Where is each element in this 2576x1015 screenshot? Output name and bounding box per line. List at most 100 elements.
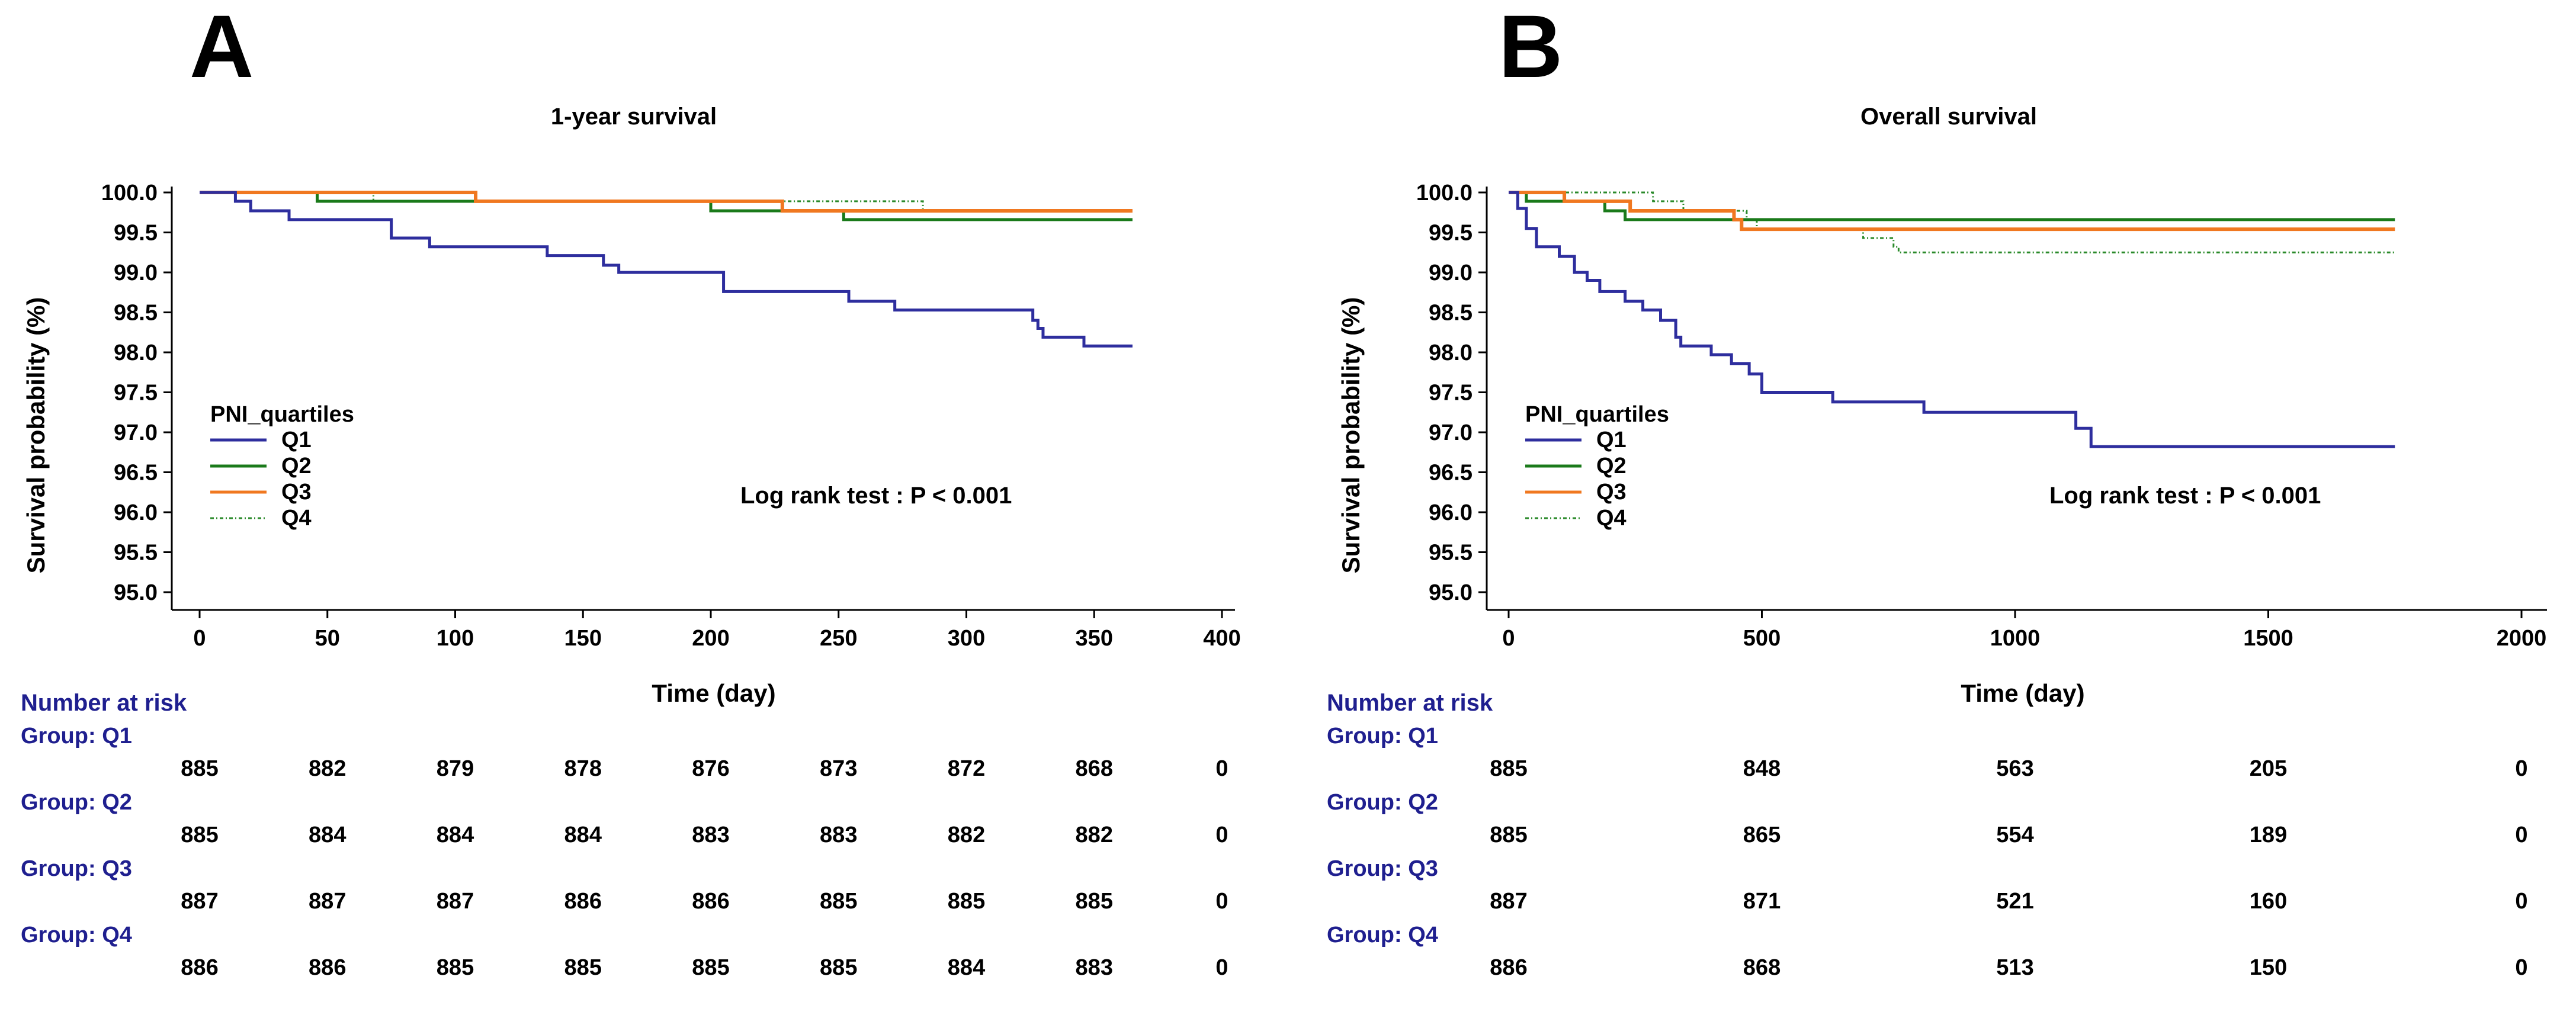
risk-value: 189 [2250,823,2287,847]
y-tick-label: 97.5 [114,381,158,406]
risk-value: 554 [1996,823,2033,847]
y-tick-label: 99.0 [114,261,158,285]
risk-group-label: Group: Q4 [1327,923,1438,947]
y-tick-label: 98.0 [114,341,158,365]
x-tick-label: 100 [437,626,474,651]
legend-label-q2: Q2 [1596,454,1627,478]
survival-curve-q1 [200,192,1133,346]
y-tick-label: 97.0 [1429,420,1473,445]
risk-table-rows-b: Group: Q1885 848 563 205 0Group: Q2885 865 554… [1327,724,2528,980]
survival-curves-a [200,192,1133,346]
risk-value: 886 [181,955,218,980]
risk-value: 882 [948,823,985,847]
risk-value: 882 [1076,823,1113,847]
legend-label-q3: Q3 [1596,480,1627,505]
risk-value: 885 [948,889,985,914]
x-tick-label: 2000 [2497,626,2547,651]
chart-title-a: 1-year survival [551,104,717,130]
risk-value: 563 [1996,756,2033,781]
y-tick-label: 100.0 [1416,181,1473,205]
legend-title-a: PNI_quartiles [210,402,354,427]
risk-value: 882 [309,756,346,781]
legend-label-q4: Q4 [1596,506,1627,531]
risk-value: 521 [1996,889,2033,914]
risk-value: 887 [1490,889,1527,914]
x-tick-label: 0 [193,626,206,651]
y-tick-label: 96.0 [114,500,158,525]
risk-value: 887 [309,889,346,914]
risk-table-header-a: Number at risk [21,690,187,716]
chart-title-b: Overall survival [1860,104,2037,130]
y-tick-label: 95.5 [1429,541,1473,566]
risk-value: 885 [820,955,857,980]
risk-group-label: Group: Q3 [21,856,132,881]
risk-value: 885 [1490,823,1527,847]
risk-value: 884 [948,955,985,980]
y-tick-label: 96.5 [114,461,158,486]
y-tick-label: 98.5 [114,301,158,326]
y-tick-label: 95.5 [114,541,158,566]
risk-value: 884 [309,823,346,847]
x-tick-label: 50 [315,626,340,651]
panel-a: A 1-year survival Survival probability (… [21,0,1241,980]
x-tick-label: 250 [820,626,857,651]
x-tick-label: 1500 [2243,626,2293,651]
risk-value: 887 [181,889,218,914]
legend-label-q3: Q3 [281,480,312,505]
y-tick-label: 97.0 [114,420,158,445]
x-tick-label: 300 [948,626,985,651]
y-tick-label: 99.0 [1429,261,1473,285]
y-tick-label: 98.5 [1429,301,1473,326]
y-tick-label: 99.5 [114,221,158,246]
risk-value: 886 [309,955,346,980]
risk-group-label: Group: Q2 [21,790,132,815]
x-tick-label: 400 [1203,626,1240,651]
y-tick-label: 96.0 [1429,500,1473,525]
risk-value: 878 [564,756,602,781]
risk-value: 868 [1743,955,1781,980]
risk-value: 872 [948,756,985,781]
risk-value: 883 [1076,955,1113,980]
risk-value: 883 [692,823,729,847]
y-axis-label-b: Survival probability (%) [1337,297,1365,574]
survival-curve-q2 [1509,192,2395,220]
x-tick-label: 500 [1743,626,1781,651]
risk-value: 887 [437,889,474,914]
risk-value: 876 [692,756,729,781]
survival-curve-q3 [1509,192,2395,229]
risk-value: 886 [1490,955,1527,980]
risk-group-label: Group: Q1 [21,724,132,749]
risk-value: 885 [692,955,729,980]
risk-value: 0 [2515,889,2527,914]
risk-value: 885 [181,756,218,781]
y-tick-label: 97.5 [1429,381,1473,406]
risk-value: 879 [437,756,474,781]
x-tick-label: 350 [1076,626,1113,651]
x-tick-label: 200 [692,626,729,651]
risk-value: 885 [437,955,474,980]
risk-table-a: Number at risk Group: Q1 885 882 879 878 876 8… [21,690,1228,980]
panel-letter-a: A [190,0,254,96]
legend-title-b: PNI_quartiles [1525,402,1669,427]
risk-value: 0 [1215,889,1228,914]
risk-value: 886 [692,889,729,914]
risk-value: 886 [564,889,602,914]
y-tick-label: 96.5 [1429,461,1473,486]
y-axis-label-a: Survival probability (%) [22,297,50,574]
risk-group-label: Group: Q4 [21,923,132,947]
risk-table-b: Number at risk Group: Q1885 848 563 205 0Gro… [1327,690,2528,980]
risk-value: 0 [2515,756,2527,781]
legend-label-q1: Q1 [281,428,312,452]
y-tick-label: 95.0 [1429,580,1473,605]
risk-value: 871 [1743,889,1781,914]
x-tick-label: 0 [1502,626,1515,651]
risk-value: 160 [2250,889,2287,914]
risk-table-header-b: Number at risk [1327,690,1493,716]
risk-group-label: Group: Q1 [1327,724,1438,749]
risk-value: 883 [820,823,857,847]
legend-label-q2: Q2 [281,454,312,478]
risk-value: 885 [820,889,857,914]
x-tick-label: 1000 [1990,626,2041,651]
